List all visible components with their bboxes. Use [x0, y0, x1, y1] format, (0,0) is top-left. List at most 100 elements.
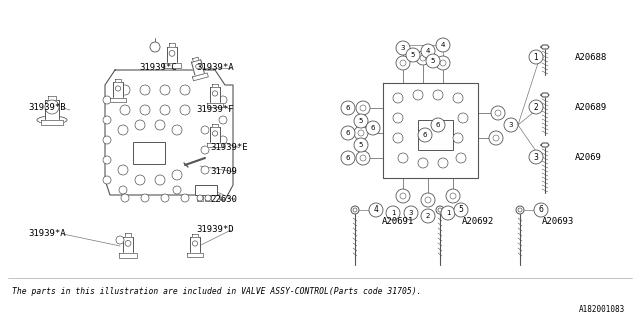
Circle shape	[369, 203, 383, 217]
Circle shape	[180, 105, 190, 115]
Circle shape	[201, 166, 209, 174]
Circle shape	[436, 56, 450, 70]
Bar	[197, 195, 203, 201]
Text: 4: 4	[374, 205, 378, 214]
Text: 3: 3	[409, 210, 413, 216]
Text: 5: 5	[411, 52, 415, 58]
Circle shape	[160, 105, 170, 115]
Circle shape	[219, 136, 227, 144]
Circle shape	[120, 85, 130, 95]
Circle shape	[431, 118, 445, 132]
Circle shape	[400, 193, 406, 199]
Text: 31939*D: 31939*D	[196, 226, 234, 235]
Circle shape	[396, 41, 410, 55]
Circle shape	[356, 101, 370, 115]
Circle shape	[393, 93, 403, 103]
Circle shape	[421, 193, 435, 207]
Circle shape	[358, 130, 364, 136]
Text: A182001083: A182001083	[579, 306, 625, 315]
Text: 3: 3	[534, 153, 538, 162]
Text: 31709: 31709	[210, 167, 237, 177]
Circle shape	[504, 118, 518, 132]
Text: A20693: A20693	[542, 218, 574, 227]
Polygon shape	[166, 47, 177, 63]
Circle shape	[386, 206, 400, 220]
Text: 31939*F: 31939*F	[196, 106, 234, 115]
Polygon shape	[42, 120, 63, 125]
Circle shape	[219, 116, 227, 124]
Text: 6: 6	[346, 105, 350, 111]
Circle shape	[398, 153, 408, 163]
Circle shape	[440, 60, 446, 66]
Circle shape	[219, 96, 227, 104]
Bar	[205, 195, 211, 201]
Circle shape	[196, 64, 200, 69]
Circle shape	[413, 90, 423, 100]
Circle shape	[103, 176, 111, 184]
Text: 3: 3	[401, 45, 405, 51]
Circle shape	[181, 194, 189, 202]
Polygon shape	[383, 83, 478, 178]
Circle shape	[396, 189, 410, 203]
Circle shape	[173, 186, 181, 194]
Polygon shape	[169, 43, 175, 47]
Circle shape	[495, 110, 501, 116]
Circle shape	[489, 131, 503, 145]
Circle shape	[341, 126, 355, 140]
Text: 31939*C: 31939*C	[139, 63, 177, 73]
Polygon shape	[110, 98, 126, 102]
Circle shape	[169, 51, 175, 56]
Circle shape	[453, 133, 463, 143]
Circle shape	[45, 100, 59, 114]
Polygon shape	[105, 70, 233, 200]
Circle shape	[418, 158, 428, 168]
Text: A20688: A20688	[575, 52, 607, 61]
Circle shape	[436, 206, 444, 214]
Circle shape	[119, 186, 127, 194]
Circle shape	[125, 240, 131, 246]
Text: 22630: 22630	[210, 196, 237, 204]
Circle shape	[212, 91, 218, 96]
Polygon shape	[192, 234, 198, 237]
Circle shape	[201, 146, 209, 154]
Circle shape	[103, 96, 111, 104]
Circle shape	[366, 121, 380, 135]
Circle shape	[120, 105, 130, 115]
Circle shape	[458, 113, 468, 123]
Polygon shape	[45, 100, 59, 120]
Text: 3: 3	[509, 122, 513, 128]
Circle shape	[356, 151, 370, 165]
Text: A20691: A20691	[382, 218, 414, 227]
Polygon shape	[212, 124, 218, 127]
Circle shape	[161, 194, 169, 202]
Circle shape	[150, 42, 160, 52]
Polygon shape	[123, 237, 133, 253]
Text: 5: 5	[459, 205, 463, 214]
Circle shape	[160, 85, 170, 95]
Text: A2069: A2069	[575, 153, 602, 162]
Circle shape	[353, 208, 357, 212]
Polygon shape	[113, 82, 123, 98]
Text: 4: 4	[441, 42, 445, 48]
Circle shape	[115, 86, 120, 91]
Polygon shape	[541, 143, 549, 147]
Text: 6: 6	[539, 205, 543, 214]
Text: 6: 6	[371, 125, 375, 131]
Text: 6: 6	[423, 132, 428, 138]
Polygon shape	[187, 253, 203, 257]
Circle shape	[456, 153, 466, 163]
Circle shape	[118, 165, 128, 175]
Circle shape	[360, 105, 366, 111]
Circle shape	[360, 155, 366, 161]
Circle shape	[354, 138, 368, 152]
Circle shape	[450, 193, 456, 199]
Text: 4: 4	[426, 48, 430, 54]
Circle shape	[193, 241, 198, 246]
Circle shape	[406, 48, 420, 62]
Text: 6: 6	[346, 155, 350, 161]
Circle shape	[141, 194, 149, 202]
Circle shape	[155, 120, 165, 130]
Text: A20689: A20689	[575, 102, 607, 111]
Text: 5: 5	[431, 58, 435, 64]
Text: 1: 1	[445, 210, 451, 216]
